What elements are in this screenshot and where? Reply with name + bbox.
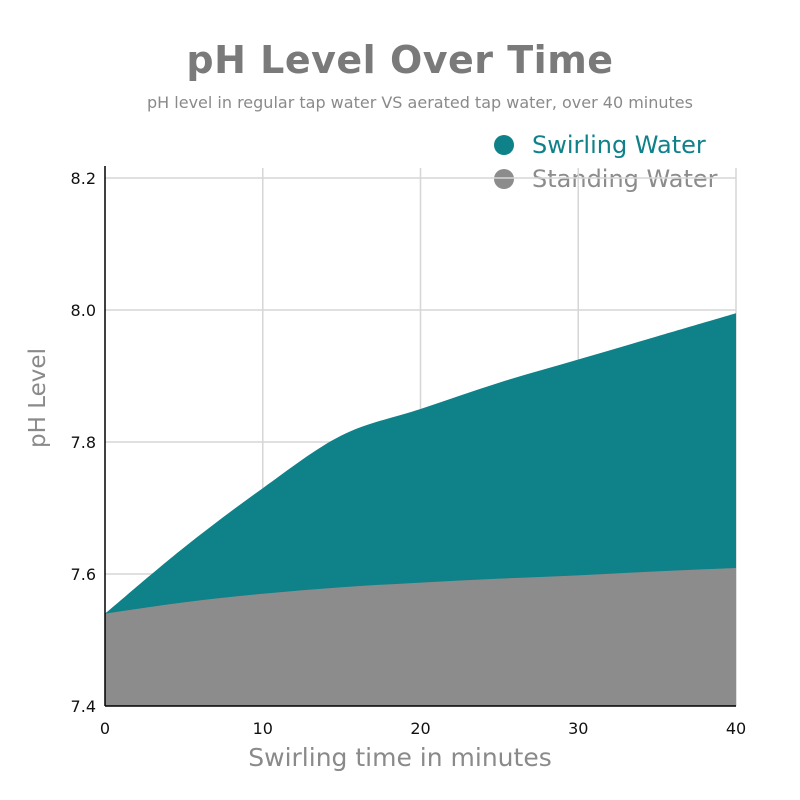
legend-label-swirling-water: Swirling Water <box>532 131 706 159</box>
legend-item-standing-water: Standing Water <box>494 162 717 196</box>
y-tick-label: 7.8 <box>71 433 96 452</box>
y-axis-label: pH Level <box>25 348 51 448</box>
x-axis-label: Swirling time in minutes <box>248 743 551 772</box>
area-standing-water <box>105 568 736 706</box>
y-tick-label: 7.4 <box>71 697 96 716</box>
x-tick-label: 30 <box>568 719 588 738</box>
y-tick-label: 8.2 <box>71 169 96 188</box>
legend-swatch-swirling-water <box>494 135 514 155</box>
x-tick-label: 10 <box>253 719 273 738</box>
y-tick-label: 7.6 <box>71 565 96 584</box>
y-tick-label: 8.0 <box>71 301 96 320</box>
legend-item-swirling-water: Swirling Water <box>494 128 717 162</box>
x-tick-label: 20 <box>410 719 430 738</box>
chart-subtitle: pH level in regular tap water VS aerated… <box>147 93 693 112</box>
x-tick-label: 0 <box>100 719 110 738</box>
legend-label-standing-water: Standing Water <box>532 165 718 193</box>
x-tick-label: 40 <box>726 719 746 738</box>
chart-title: pH Level Over Time <box>186 38 614 82</box>
chart-legend: Swirling Water Standing Water <box>494 128 717 196</box>
legend-swatch-standing-water <box>494 169 514 189</box>
